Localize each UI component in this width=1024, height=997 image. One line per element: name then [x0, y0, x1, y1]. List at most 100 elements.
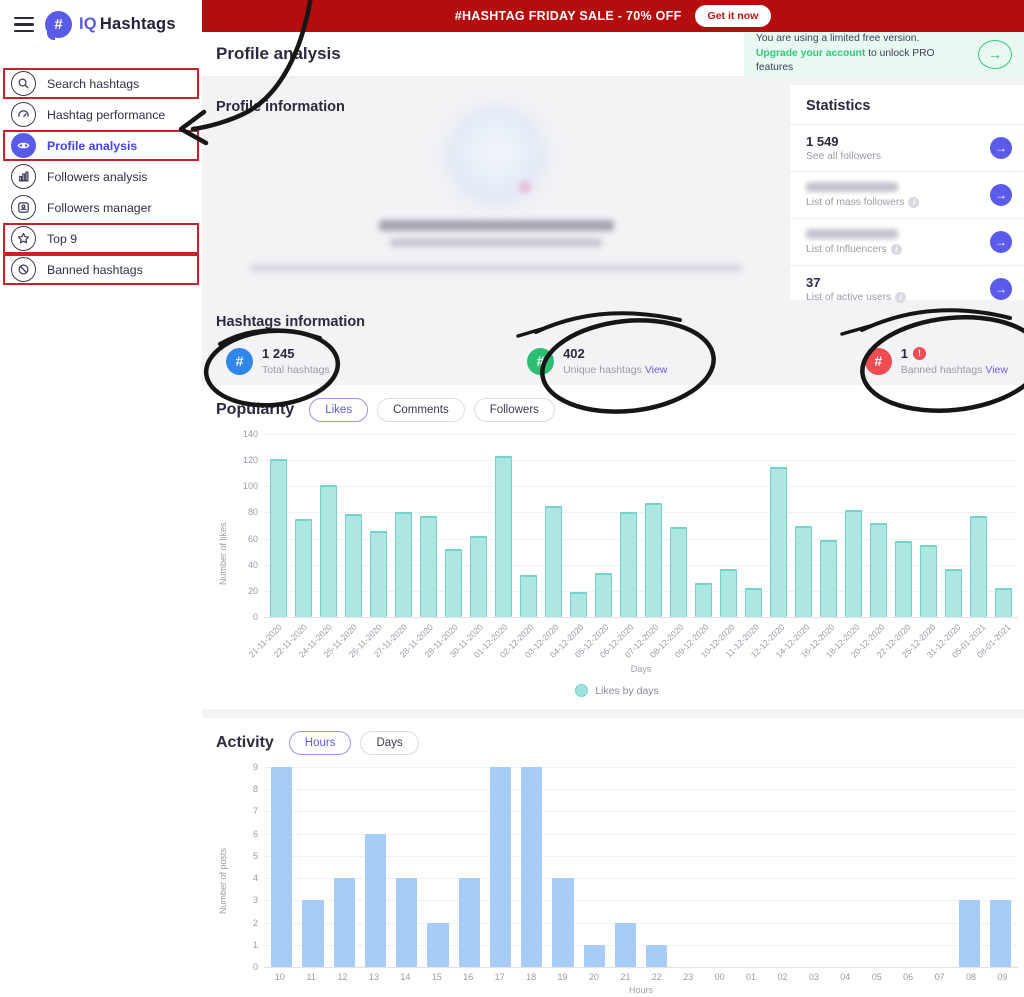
bar [995, 588, 1012, 617]
hashtag-stat-text: 402 Unique hashtags View [563, 346, 667, 376]
view-link[interactable]: View [644, 364, 668, 376]
banned-icon [11, 257, 36, 282]
hamburger-menu-icon[interactable] [14, 16, 34, 33]
bar [870, 522, 887, 617]
x-tick-label: 14 [400, 972, 411, 982]
tab-followers[interactable]: Followers [473, 398, 555, 422]
gridline [264, 590, 1018, 592]
bar [270, 458, 287, 617]
sidebar-item-label: Top 9 [47, 231, 78, 246]
bar-slot [391, 767, 422, 967]
tab-hours[interactable]: Hours [288, 731, 352, 755]
tab-likes[interactable]: Likes [309, 398, 369, 422]
bar [920, 545, 937, 617]
bar-slot [922, 767, 953, 967]
x-tick-label: 01 [746, 972, 757, 982]
stats-arrow-button[interactable]: → [990, 184, 1012, 206]
blurred-bio [250, 264, 742, 272]
bar [670, 526, 687, 617]
bar-slot [316, 434, 341, 617]
statistics-title: Statistics [806, 98, 871, 114]
y-tick-label: 2 [252, 917, 258, 928]
search-icon [11, 71, 36, 96]
tab-days[interactable]: Days [360, 731, 419, 755]
stats-arrow-button[interactable]: → [990, 231, 1012, 253]
bar [458, 878, 480, 967]
y-tick-label: 7 [252, 806, 258, 817]
sidebar-item-label: Profile analysis [47, 138, 138, 153]
stats-row-text: 1 549 See all followers [806, 134, 881, 162]
eye-icon [11, 133, 36, 158]
bar [646, 944, 668, 967]
hashtag-stat-text: 1 245 Total hashtags [262, 346, 330, 376]
legend-label: Likes by days [595, 684, 659, 697]
stats-label: See all followers [806, 151, 881, 162]
activity-hours-body: 0 1 2 3 4 5 6 7 8 9 10 11 12 13 14 15 16 17 18 19 20 21 22 23 00… [230, 762, 1018, 995]
bar-slot [735, 767, 766, 967]
bar-slot [541, 434, 566, 617]
profile-information-section: Profile information [202, 85, 790, 300]
blurred-value [806, 229, 898, 239]
sidebar-item-top-9[interactable]: Top 9 [3, 223, 199, 254]
info-icon[interactable]: i [890, 244, 902, 255]
info-icon[interactable]: i [908, 197, 920, 208]
y-tick-label: 5 [252, 850, 258, 861]
x-axis-title: Days [630, 664, 652, 674]
hashtag-stat-label: Banned hashtags View [900, 364, 1008, 376]
x-tick-label: 11 [306, 972, 316, 982]
gridline [264, 460, 1018, 462]
x-tick-label: 21 [620, 972, 631, 982]
gridline [264, 512, 1018, 514]
hashtag-stat-unique-hashtags: #402 Unique hashtags View [527, 346, 667, 376]
bar [445, 549, 462, 617]
stats-arrow-button[interactable]: → [990, 137, 1012, 159]
sidebar-item-hashtag-performance[interactable]: Hashtag performance [3, 99, 199, 130]
bar-slot [422, 767, 453, 967]
stats-row-text: List of mass followers i [806, 182, 920, 208]
bar [396, 878, 418, 967]
bar-slot [985, 767, 1016, 967]
stats-arrow-button[interactable]: → [990, 278, 1012, 300]
popularity-tabs: Likes Comments Followers [309, 398, 555, 422]
stats-row-text: 37 List of active users i [806, 275, 907, 303]
upgrade-account-link[interactable]: Upgrade your account [756, 47, 866, 59]
stats-row-list-of-mass-followers: List of mass followers i → [790, 171, 1024, 218]
activity-card: Activity Hours Days Number of posts 0 1 2 3 4 5… [202, 718, 1024, 997]
info-icon[interactable]: i [895, 292, 907, 303]
bar [583, 944, 605, 967]
x-tick-label: 07 [934, 972, 945, 982]
sidebar-item-banned-hashtags[interactable]: Banned hashtags [3, 254, 199, 285]
bar-slot [579, 767, 610, 967]
bar-slot [266, 434, 291, 617]
bar-slot [966, 434, 991, 617]
gridline [264, 811, 1018, 813]
bar [545, 505, 562, 617]
sidebar-item-profile-analysis[interactable]: Profile analysis [3, 130, 199, 161]
x-tick-label: 17 [494, 972, 505, 982]
stats-label: List of Influencers i [806, 244, 902, 255]
bar [345, 513, 362, 617]
sidebar-item-followers-analysis[interactable]: Followers analysis [3, 161, 199, 192]
get-it-now-button[interactable]: Get it now [694, 5, 772, 27]
stats-label: List of active users i [806, 292, 907, 303]
view-link[interactable]: View [985, 364, 1008, 376]
sidebar-item-search-hashtags[interactable]: Search hashtags [3, 68, 199, 99]
star-icon [11, 226, 36, 251]
bar [820, 539, 837, 617]
statistics-rows: 1 549 See all followers → List of mass foll… [790, 124, 1024, 312]
tab-comments[interactable]: Comments [377, 398, 465, 422]
bar-slot [616, 434, 641, 617]
bar-slot [516, 434, 541, 617]
sale-banner: #HASHTAG FRIDAY SALE - 70% OFF Get it no… [202, 0, 1024, 32]
hashtag-stat-text: 1! Banned hashtags View [901, 346, 1008, 376]
sidebar-item-followers-manager[interactable]: Followers manager [3, 192, 199, 223]
y-tick-label: 6 [252, 828, 258, 839]
upgrade-arrow-button[interactable]: → [978, 39, 1012, 69]
bar-slot [547, 767, 578, 967]
profile-blurred-block [202, 115, 790, 272]
activity-tabs: Hours Days [288, 731, 419, 755]
activity-hours-bars [264, 767, 1018, 967]
popularity-likes-plot: 0 20 40 60 80 100 120 140 [243, 429, 1018, 622]
activity-title: Activity [216, 734, 274, 751]
alert-icon: ! [912, 347, 926, 360]
